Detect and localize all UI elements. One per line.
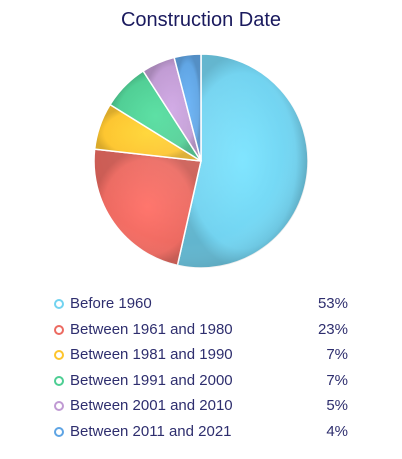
legend-item: Between 2011 and 2021 4% <box>54 419 348 445</box>
legend-label: Between 2001 and 2010 <box>70 397 233 414</box>
legend-marker-icon <box>54 324 64 335</box>
legend-value: 4% <box>326 422 348 440</box>
legend-item: Between 1961 and 1980 23% <box>54 317 348 343</box>
legend-item: Between 1991 and 2000 7% <box>54 368 348 394</box>
legend-value: 53% <box>317 295 348 312</box>
legend-value: 7% <box>326 371 348 389</box>
chart-title: Construction Date <box>120 9 282 31</box>
legend-marker-icon <box>54 350 64 360</box>
legend-label: Before 1960 <box>70 295 152 312</box>
legend-value: 5% <box>326 397 348 414</box>
legend-label: Between 1961 and 1980 <box>70 320 233 338</box>
legend-value: 23% <box>317 320 348 338</box>
legend-item: Between 1981 and 1990 7% <box>54 342 348 368</box>
legend-marker-icon <box>54 426 64 437</box>
legend-label: Between 1981 and 1990 <box>70 346 233 363</box>
legend-item: Between 2001 and 2010 5% <box>54 393 348 419</box>
legend-marker-icon <box>54 299 64 309</box>
legend-label: Between 1991 and 2000 <box>70 371 233 389</box>
legend-label: Between 2011 and 2021 <box>70 422 232 440</box>
pie-chart <box>93 53 309 269</box>
chart-legend: Before 1960 53% Between 1961 and 1980 23% Be… <box>54 291 348 444</box>
legend-value: 7% <box>326 346 348 363</box>
legend-marker-icon <box>54 401 64 411</box>
legend-item: Before 1960 53% <box>54 291 348 317</box>
legend-marker-icon <box>54 375 64 386</box>
